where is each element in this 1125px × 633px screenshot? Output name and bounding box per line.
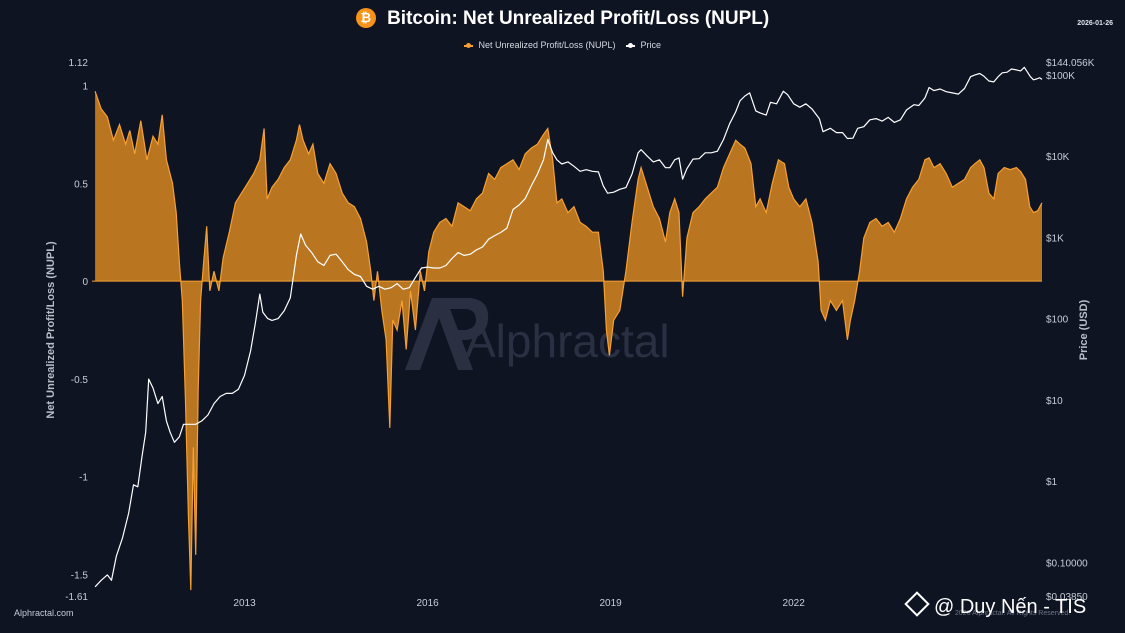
x-tick-label-2: 2019 [600, 598, 623, 609]
y-left-tick-label-5: -1 [79, 473, 88, 484]
y-left-tick-label-0: 1.12 [69, 58, 89, 69]
chart-title-row: ₿ Bitcoin: Net Unrealized Profit/Loss (N… [0, 8, 1125, 30]
author-credit-text: @ Duy Nến - TIS [934, 596, 1087, 618]
y-left-tick-label-6: -1.5 [71, 570, 89, 581]
y-left-tick-label-3: 0 [82, 277, 88, 288]
diamond-logo-icon [904, 591, 930, 617]
y-left-axis-title: Net Unrealized Profit/Loss (NUPL) [45, 241, 57, 419]
y-right-axis-title: Price (USD) [1078, 299, 1090, 360]
y-right-tick-label-6: $1 [1046, 477, 1058, 488]
legend-item-nupl[interactable]: Net Unrealized Profit/Loss (NUPL) [463, 40, 616, 50]
chart-title: Bitcoin: Net Unrealized Profit/Loss (NUP… [387, 8, 770, 29]
y-right-tick-label-1: $100K [1046, 71, 1075, 82]
x-tick-label-3: 2022 [783, 598, 806, 609]
legend-label-price: Price [640, 40, 662, 50]
watermark: Alphractal [465, 315, 670, 367]
y-left-tick-label-2: 0.5 [74, 179, 88, 190]
y-right-tick-label-2: $10K [1046, 152, 1070, 163]
y-right-tick-label-8: $0.03850 [1046, 592, 1088, 603]
y-left-tick-label-1: 1 [82, 81, 88, 92]
copyright: 2026 Alphractal. All Rights Reserved. [955, 610, 1071, 617]
legend-swatch-price [626, 42, 636, 48]
legend: Net Unrealized Profit/Loss (NUPL) Price [0, 40, 1125, 50]
nupl-line [94, 91, 1043, 591]
y-right-tick-label-5: $10 [1046, 396, 1063, 407]
y-right-tick-label-4: $100 [1046, 315, 1069, 326]
source-credit: Alphractal.com [14, 608, 74, 618]
legend-label-nupl: Net Unrealized Profit/Loss (NUPL) [478, 40, 616, 50]
nupl-area [95, 91, 1043, 591]
bitcoin-icon: ₿ [355, 8, 376, 28]
price-layer [94, 66, 1043, 588]
watermark-logo-icon [405, 298, 489, 370]
date-stamp: 2026-01-26 [1077, 20, 1113, 27]
y-right-tick-label-3: $1K [1046, 233, 1064, 244]
y-left-tick-label-7: -1.61 [65, 592, 88, 603]
x-tick-label-0: 2013 [233, 598, 256, 609]
author-credit: @ Duy Nến - TIS [904, 591, 1087, 619]
y-left-tick-label-4: -0.5 [71, 375, 89, 386]
y-right-tick-label-0: $144.056K [1046, 58, 1095, 69]
nupl-layer [92, 91, 1043, 591]
legend-item-price[interactable]: Price [626, 40, 661, 50]
legend-swatch-nupl [463, 42, 473, 48]
x-tick-label-1: 2016 [416, 598, 439, 609]
price-line [94, 66, 1043, 588]
y-right-tick-label-7: $0.10000 [1046, 558, 1088, 569]
axes-layer: 2013 2016 2019 2022 1.12 1 0.5 0 -0.5 -1 -1.5 -1.61… [65, 58, 1095, 609]
